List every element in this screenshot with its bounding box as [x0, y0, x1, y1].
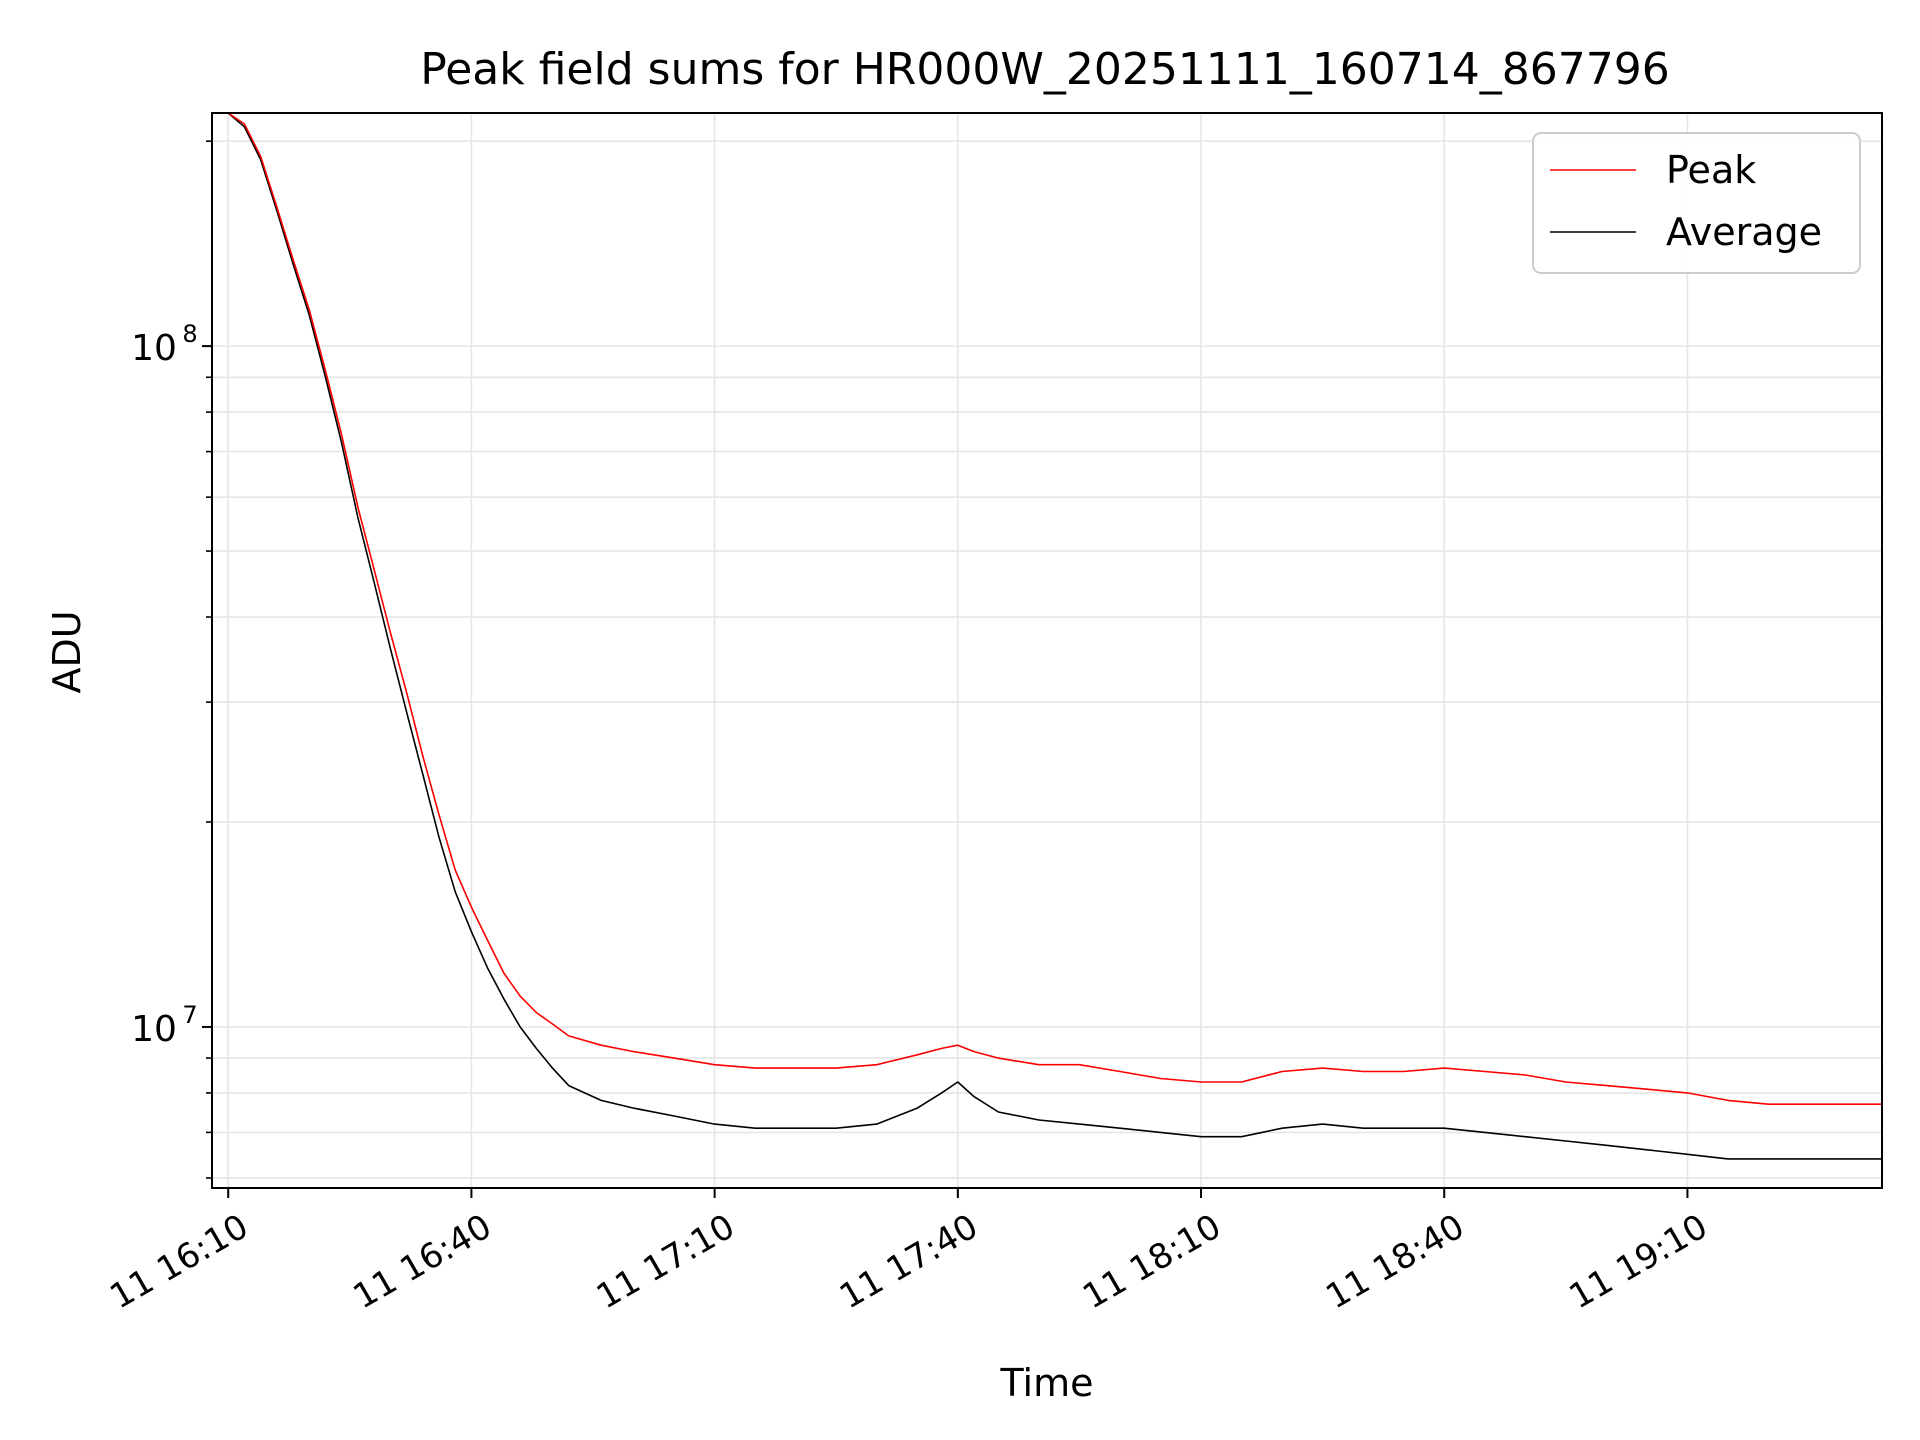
legend-label-average: Average: [1666, 210, 1822, 254]
legend-label-peak: Peak: [1666, 148, 1756, 192]
plot-area: [212, 113, 1882, 1188]
x-axis-label: Time: [1000, 1361, 1094, 1405]
y-axis-label: ADU: [45, 610, 89, 693]
series-layer: [227, 112, 1882, 1160]
plot-frame: [211, 112, 1883, 1189]
legend: Peak Average: [1532, 132, 1861, 274]
y-tick-label-base: 10: [131, 328, 177, 369]
y-tick-label-exponent: 8: [182, 320, 197, 348]
series-line-peak: [227, 112, 1882, 1105]
series-line-average: [227, 112, 1882, 1160]
grid: [212, 113, 1882, 1188]
legend-box: [1532, 132, 1861, 274]
y-tick-label-exponent: 7: [182, 1001, 197, 1029]
y-tick-label-base: 10: [131, 1009, 177, 1050]
chart-title: Peak field sums for HR000W_20251111_1607…: [420, 44, 1670, 95]
